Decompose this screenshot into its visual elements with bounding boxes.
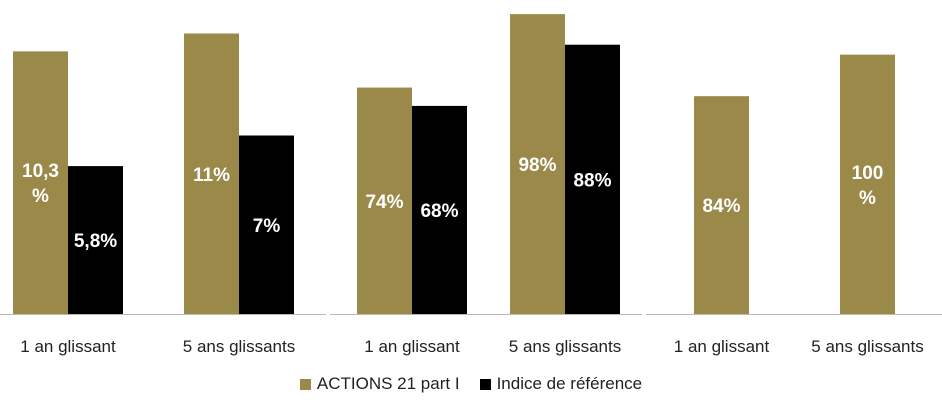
data-label-panel2-5-ans-glissants-indice-de-r-f-rence: 88% bbox=[573, 170, 611, 191]
data-label-panel2-1-an-glissant-actions-21-part-i: 74% bbox=[365, 192, 403, 213]
bar-panel2-1-an-glissant-actions-21-part-i bbox=[357, 87, 412, 314]
bar-panel3-1-an-glissant-actions-21-part-i bbox=[694, 96, 749, 314]
legend-swatch-actions21 bbox=[299, 378, 311, 390]
legend-label-actions21: ACTIONS 21 part I bbox=[316, 374, 460, 393]
data-label-panel1-1-an-glissant-indice-de-r-f-rence: 5,8% bbox=[74, 231, 117, 252]
legend-label-indice: Indice de référence bbox=[496, 374, 643, 393]
category-label-panel3-5-ans-glissants: 5 ans glissants bbox=[811, 337, 923, 356]
data-label-panel2-1-an-glissant-indice-de-r-f-rence: 68% bbox=[420, 201, 458, 222]
bar-panel1-1-an-glissant-actions-21-part-i bbox=[13, 51, 68, 314]
legend-item-actions21: ACTIONS 21 part I bbox=[299, 374, 460, 394]
bar-panel1-5-ans-glissants-actions-21-part-i bbox=[184, 33, 239, 314]
bar-panel1-1-an-glissant-indice-de-r-f-rence bbox=[68, 166, 123, 314]
data-label-panel1-1-an-glissant-actions-21-part-i: 10,3% bbox=[22, 161, 59, 207]
bar-panel2-5-ans-glissants-actions-21-part-i bbox=[510, 14, 565, 315]
data-label-panel3-1-an-glissant-actions-21-part-i: 84% bbox=[702, 196, 740, 217]
category-label-panel2-5-ans-glissants: 5 ans glissants bbox=[509, 337, 621, 356]
data-label-panel3-5-ans-glissants-actions-21-part-i: 100% bbox=[852, 163, 884, 209]
bar-panel1-5-ans-glissants-indice-de-r-f-rence bbox=[239, 135, 294, 314]
category-label-panel2-1-an-glissant: 1 an glissant bbox=[364, 337, 460, 356]
data-label-panel2-5-ans-glissants-actions-21-part-i: 98% bbox=[518, 155, 556, 176]
data-label-panel1-5-ans-glissants-actions-21-part-i: 11% bbox=[193, 165, 230, 186]
bar-panel2-5-ans-glissants-indice-de-r-f-rence bbox=[565, 44, 620, 314]
bar-panel2-1-an-glissant-indice-de-r-f-rence bbox=[412, 105, 467, 314]
legend: ACTIONS 21 part I Indice de référence bbox=[0, 371, 942, 397]
category-label-panel1-1-an-glissant: 1 an glissant bbox=[20, 337, 116, 356]
bar-panel3-5-ans-glissants-actions-21-part-i bbox=[840, 54, 895, 314]
legend-item-indice: Indice de référence bbox=[479, 374, 643, 394]
legend-swatch-indice bbox=[479, 378, 491, 390]
category-label-panel3-1-an-glissant: 1 an glissant bbox=[674, 337, 770, 356]
data-label-panel1-5-ans-glissants-indice-de-r-f-rence: 7% bbox=[253, 216, 281, 237]
category-label-panel1-5-ans-glissants: 5 ans glissants bbox=[183, 337, 295, 356]
